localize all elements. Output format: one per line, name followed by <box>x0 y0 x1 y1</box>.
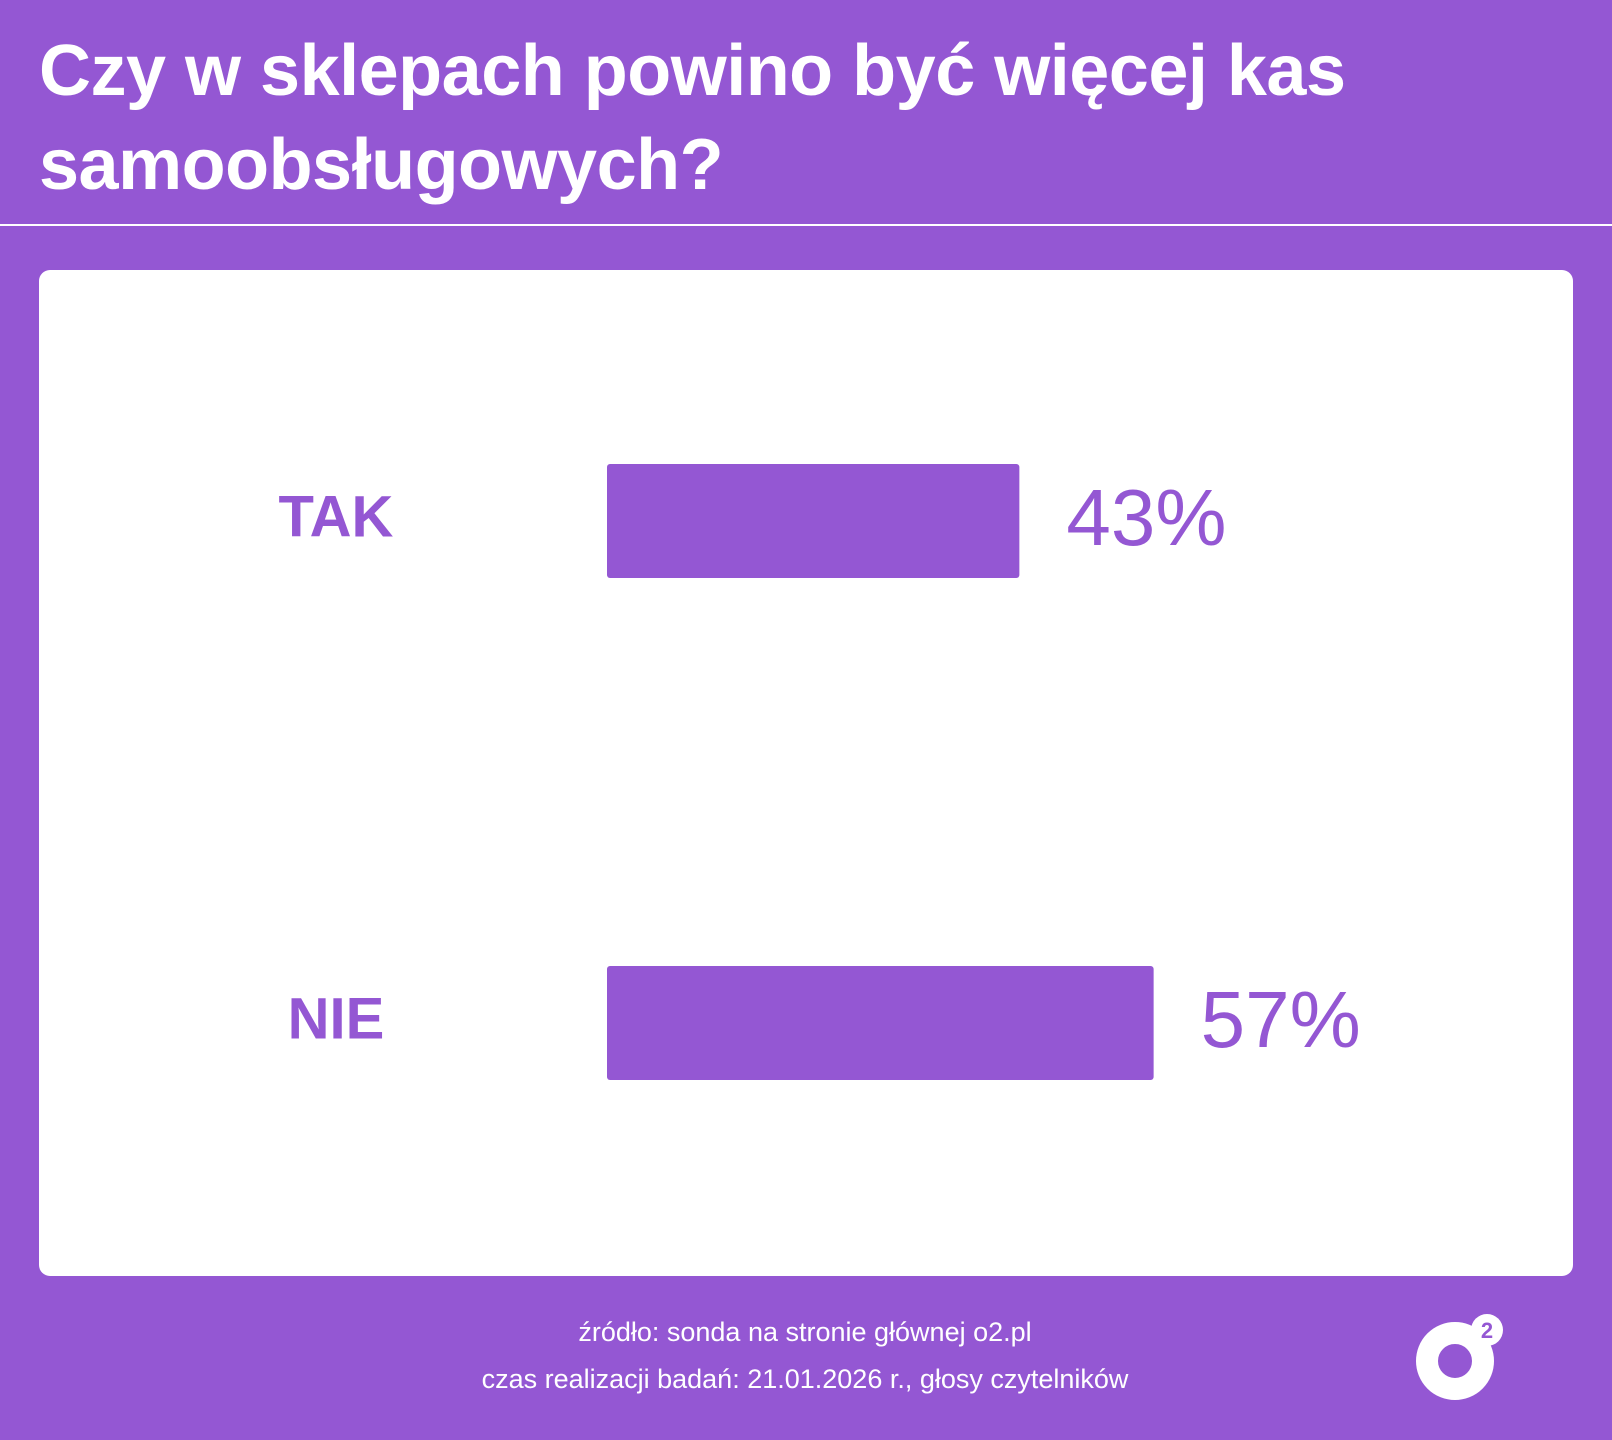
logo-ring <box>1416 1322 1494 1400</box>
logo-badge <box>1471 1314 1503 1346</box>
value-label: 43% <box>1066 473 1226 562</box>
chart-title: Czy w sklepach powino być więcej kas sam… <box>39 31 1346 205</box>
category-label: NIE <box>288 986 385 1051</box>
bar <box>607 966 1154 1080</box>
logo-superscript: 2 <box>1481 1318 1493 1343</box>
category-label: TAK <box>279 484 394 549</box>
logo: 2 <box>1416 1314 1503 1400</box>
bar <box>607 464 1020 578</box>
note: czas realizacji badań: 21.01.2026 r., gł… <box>482 1364 1129 1394</box>
chart-panel <box>39 270 1573 1276</box>
value-label: 57% <box>1201 975 1361 1064</box>
source: źródło: sonda na stronie głównej o2.pl <box>578 1317 1031 1347</box>
